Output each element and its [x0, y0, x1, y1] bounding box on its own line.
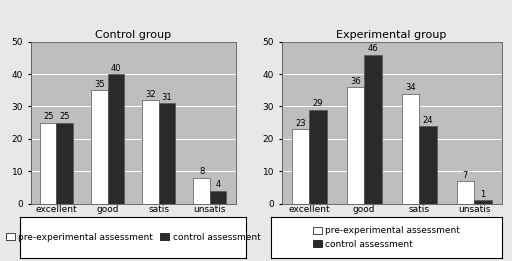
Bar — [364, 55, 382, 204]
Text: 8: 8 — [199, 167, 204, 176]
Text: 29: 29 — [313, 99, 323, 108]
Bar — [142, 100, 159, 204]
Bar — [401, 93, 419, 204]
Text: 1: 1 — [480, 190, 485, 199]
Bar — [309, 110, 327, 204]
Text: 35: 35 — [94, 80, 104, 89]
Legend: pre-experimental assessment, control assessment: pre-experimental assessment, control ass… — [309, 223, 464, 252]
Text: 34: 34 — [405, 83, 416, 92]
Bar — [40, 123, 56, 204]
Title: Control group: Control group — [95, 29, 171, 40]
Text: 4: 4 — [216, 180, 221, 189]
Text: 40: 40 — [111, 64, 121, 73]
Bar — [159, 103, 175, 204]
Bar — [419, 126, 437, 204]
Text: 23: 23 — [295, 119, 306, 128]
Text: 25: 25 — [59, 112, 70, 121]
Bar — [457, 181, 474, 204]
Text: 36: 36 — [350, 77, 361, 86]
Title: Experimental group: Experimental group — [336, 29, 447, 40]
Bar — [474, 200, 492, 204]
Bar — [210, 191, 226, 204]
Text: 7: 7 — [463, 171, 468, 180]
Bar — [91, 90, 108, 204]
Text: 31: 31 — [162, 93, 172, 102]
Text: 25: 25 — [43, 112, 53, 121]
Bar — [108, 74, 124, 204]
Bar — [194, 178, 210, 204]
Bar — [347, 87, 364, 204]
Legend: pre-experimental assessment, control assessment: pre-experimental assessment, control ass… — [2, 229, 264, 246]
Bar — [56, 123, 73, 204]
Text: 46: 46 — [368, 44, 378, 54]
Bar — [292, 129, 309, 204]
Text: 32: 32 — [145, 90, 156, 99]
Text: 24: 24 — [423, 116, 433, 124]
